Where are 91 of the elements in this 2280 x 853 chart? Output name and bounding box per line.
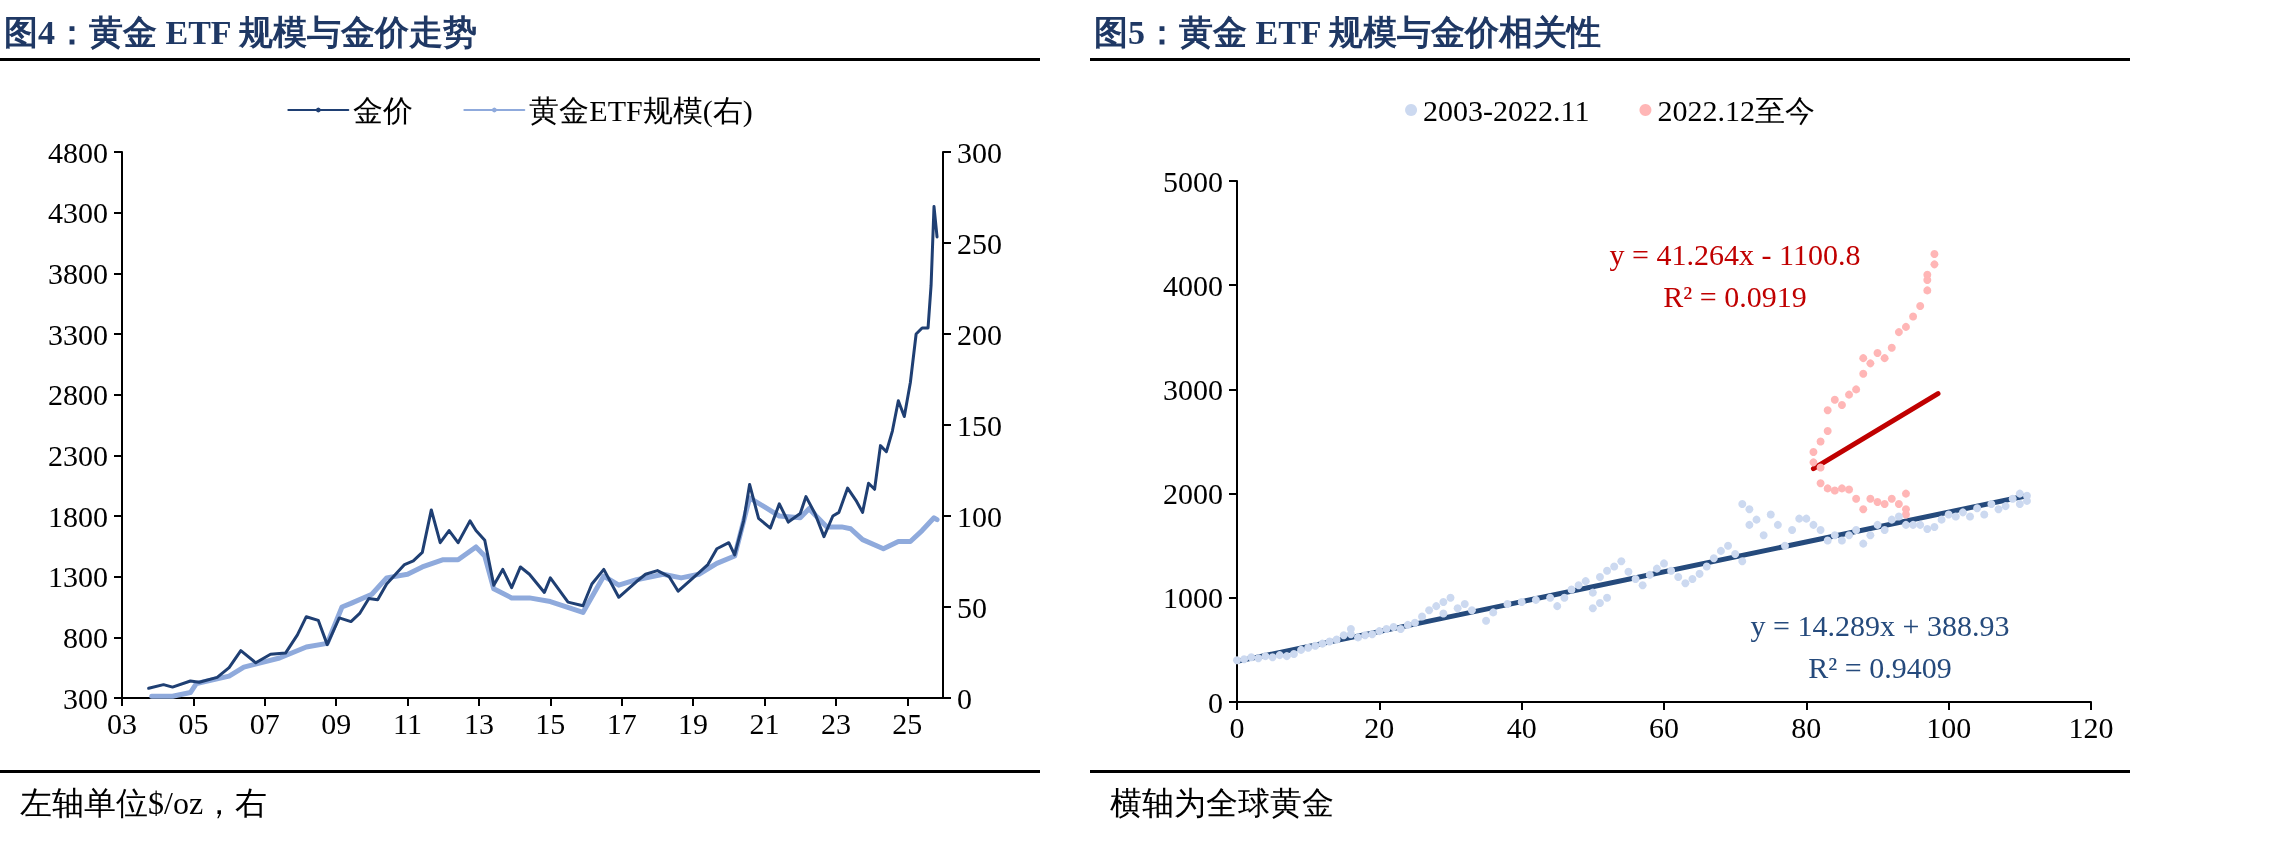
annotation: R² = 0.0919 bbox=[1663, 280, 1807, 314]
y-tick-label: 1800 bbox=[48, 499, 108, 533]
x-tick-label: 13 bbox=[463, 706, 494, 740]
point bbox=[1845, 485, 1854, 494]
text: 左轴单位$/oz，右 bbox=[0, 770, 1040, 833]
y-tick-label: 2000 bbox=[1163, 477, 1223, 511]
point bbox=[1852, 385, 1861, 394]
point bbox=[1866, 359, 1875, 368]
y-tick-label: 4300 bbox=[48, 196, 108, 230]
point bbox=[1873, 348, 1882, 357]
point bbox=[1816, 479, 1825, 488]
y2-tick-label: 300 bbox=[957, 135, 1002, 169]
y-tick-label: 3800 bbox=[48, 256, 108, 290]
annotation: R² = 0.9409 bbox=[1808, 651, 1952, 685]
y-tick-label: 0 bbox=[1208, 685, 1223, 719]
y-tick-label: 4800 bbox=[48, 135, 108, 169]
point bbox=[1873, 497, 1882, 506]
point bbox=[1887, 494, 1896, 503]
y-tick-label: 1000 bbox=[1163, 581, 1223, 615]
point bbox=[1930, 260, 1939, 269]
y-tick-label: 2800 bbox=[48, 378, 108, 412]
point bbox=[1916, 302, 1925, 311]
text: 横轴为全球黄金 bbox=[1090, 770, 2130, 833]
legend-label: 黄金ETF规模(右) bbox=[529, 93, 753, 128]
point bbox=[1830, 395, 1839, 404]
x-tick-label: 0 bbox=[1229, 710, 1245, 744]
point bbox=[1852, 494, 1861, 503]
y2-tick-label: 100 bbox=[957, 499, 1002, 533]
point bbox=[1894, 328, 1903, 337]
x-tick-label: 17 bbox=[606, 706, 637, 740]
x-tick-label: 20 bbox=[1364, 710, 1395, 744]
x-tick-label: 03 bbox=[107, 706, 137, 740]
point bbox=[1859, 369, 1868, 378]
y2-tick-label: 50 bbox=[957, 590, 987, 624]
x-tick-label: 15 bbox=[535, 706, 566, 740]
x-tick-label: 11 bbox=[393, 706, 422, 740]
x-tick-label: 21 bbox=[749, 706, 780, 740]
x-tick-label: 120 bbox=[2068, 710, 2114, 744]
legend-label: 2003-2022.11 bbox=[1423, 93, 1590, 127]
y-tick-label: 4000 bbox=[1163, 268, 1223, 302]
point bbox=[1830, 486, 1839, 495]
y2-tick-label: 250 bbox=[957, 226, 1002, 260]
x-tick-label: 40 bbox=[1506, 710, 1537, 744]
point bbox=[1823, 406, 1832, 415]
point bbox=[1823, 427, 1832, 436]
y2-tick-label: 200 bbox=[957, 317, 1002, 351]
legend-label: 2022.12至今 bbox=[1657, 93, 1815, 127]
point bbox=[1809, 447, 1818, 456]
point bbox=[1845, 390, 1854, 399]
point bbox=[1930, 249, 1939, 258]
y-tick-label: 3000 bbox=[1163, 372, 1223, 406]
point bbox=[1816, 437, 1825, 446]
x-tick-label: 25 bbox=[892, 706, 923, 740]
y-tick-label: 2300 bbox=[48, 438, 108, 472]
point bbox=[1859, 505, 1868, 514]
point bbox=[1837, 401, 1846, 410]
x-tick-label: 05 bbox=[178, 706, 209, 740]
point bbox=[1816, 463, 1825, 472]
point bbox=[1880, 500, 1889, 509]
x-tick-label: 19 bbox=[678, 706, 709, 740]
y-tick-label: 3300 bbox=[48, 317, 108, 351]
y-tick-label: 1300 bbox=[48, 560, 108, 594]
legend-label: 金价 bbox=[353, 93, 414, 127]
x-tick-label: 23 bbox=[820, 706, 851, 740]
y-tick-label: 800 bbox=[63, 620, 108, 654]
chart-title: 图5：黄金 ETF 规模与金价相关性 bbox=[1090, 8, 2130, 61]
point bbox=[1887, 343, 1896, 352]
x-tick-label: 07 bbox=[249, 706, 280, 740]
x-tick-label: 09 bbox=[321, 706, 352, 740]
point bbox=[1859, 354, 1868, 363]
point bbox=[1837, 484, 1846, 493]
x-tick-label: 60 bbox=[1649, 710, 1679, 744]
y-tick-label: 5000 bbox=[1163, 164, 1223, 198]
y2-tick-label: 150 bbox=[957, 408, 1002, 442]
annotation: y = 14.289x + 388.93 bbox=[1750, 609, 2010, 643]
y-tick-label: 300 bbox=[63, 681, 108, 715]
point bbox=[1880, 354, 1889, 363]
point bbox=[1823, 484, 1832, 493]
point bbox=[1866, 494, 1875, 503]
point bbox=[1923, 286, 1932, 295]
x-tick-label: 100 bbox=[1926, 710, 1972, 744]
annotation: y = 41.264x - 1100.8 bbox=[1609, 238, 1861, 272]
point bbox=[1809, 458, 1818, 467]
x-tick-label: 80 bbox=[1791, 710, 1822, 744]
point bbox=[1909, 312, 1918, 321]
point bbox=[1901, 322, 1910, 331]
point bbox=[1894, 500, 1903, 509]
y2-tick-label: 0 bbox=[957, 681, 972, 715]
line-series bbox=[147, 205, 939, 690]
chart-title: 图4：黄金 ETF 规模与金价走势 bbox=[0, 8, 1040, 61]
point bbox=[1901, 489, 1910, 498]
